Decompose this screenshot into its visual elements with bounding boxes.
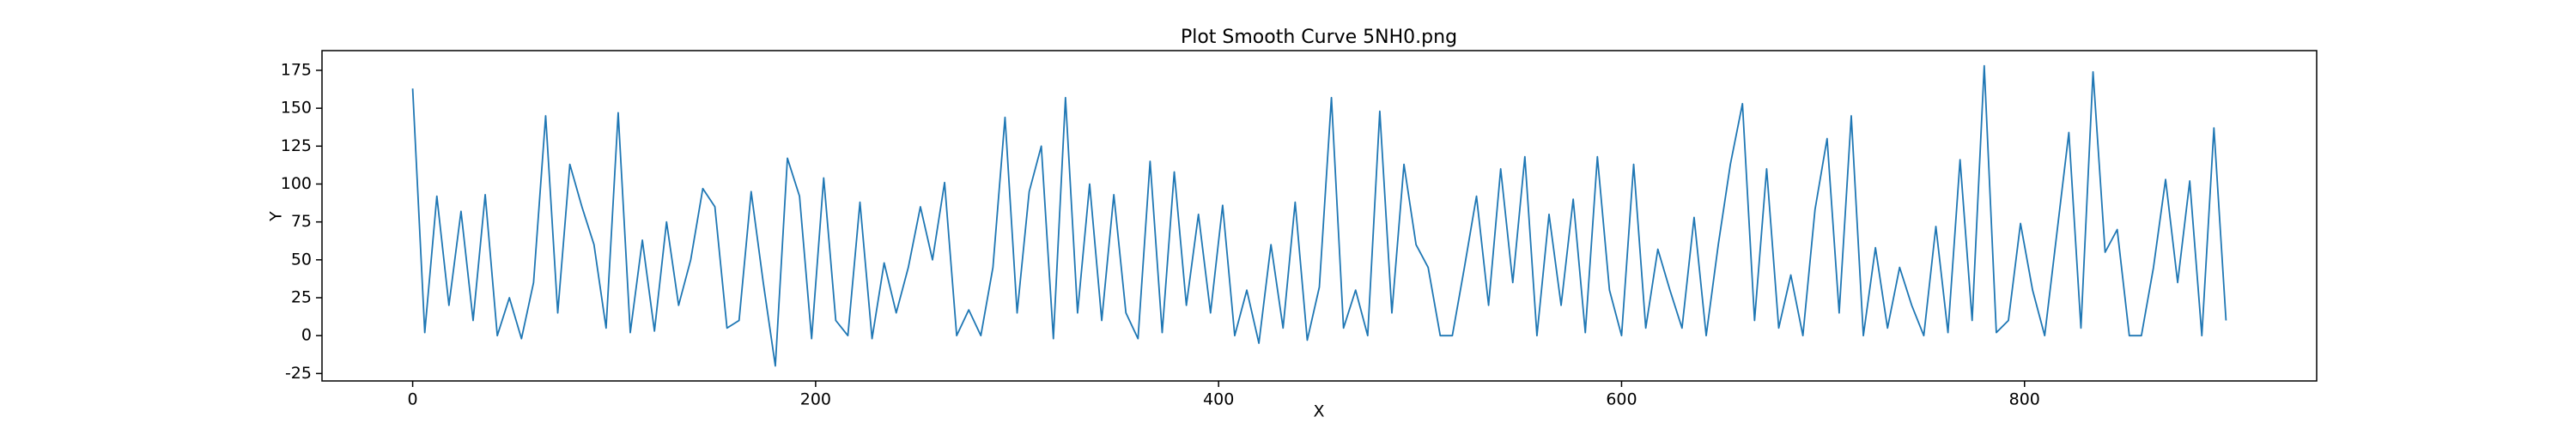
y-tick-label: 125 xyxy=(281,136,312,155)
y-tick-label: 0 xyxy=(301,326,312,345)
x-axis-label: X xyxy=(1313,402,1324,421)
x-tick-label: 800 xyxy=(2009,390,2040,409)
chart-title: Plot Smooth Curve 5NH0.png xyxy=(1181,27,1457,48)
x-tick-label: 600 xyxy=(1606,390,1637,409)
y-tick-label: 75 xyxy=(291,212,312,231)
x-tick-label: 400 xyxy=(1203,390,1234,409)
x-tick-label: 0 xyxy=(408,390,418,409)
y-tick-label: 25 xyxy=(291,287,312,306)
data-line xyxy=(411,64,2227,367)
plot-frame xyxy=(321,50,2318,382)
y-tick-label: 175 xyxy=(281,60,312,79)
y-tick-label: -25 xyxy=(285,364,312,383)
y-tick-label: 100 xyxy=(281,174,312,193)
y-tick-label: 150 xyxy=(281,99,312,118)
x-tick-label: 200 xyxy=(800,390,831,409)
y-tick-label: 50 xyxy=(291,250,312,269)
y-axis-label: Y xyxy=(267,211,286,222)
